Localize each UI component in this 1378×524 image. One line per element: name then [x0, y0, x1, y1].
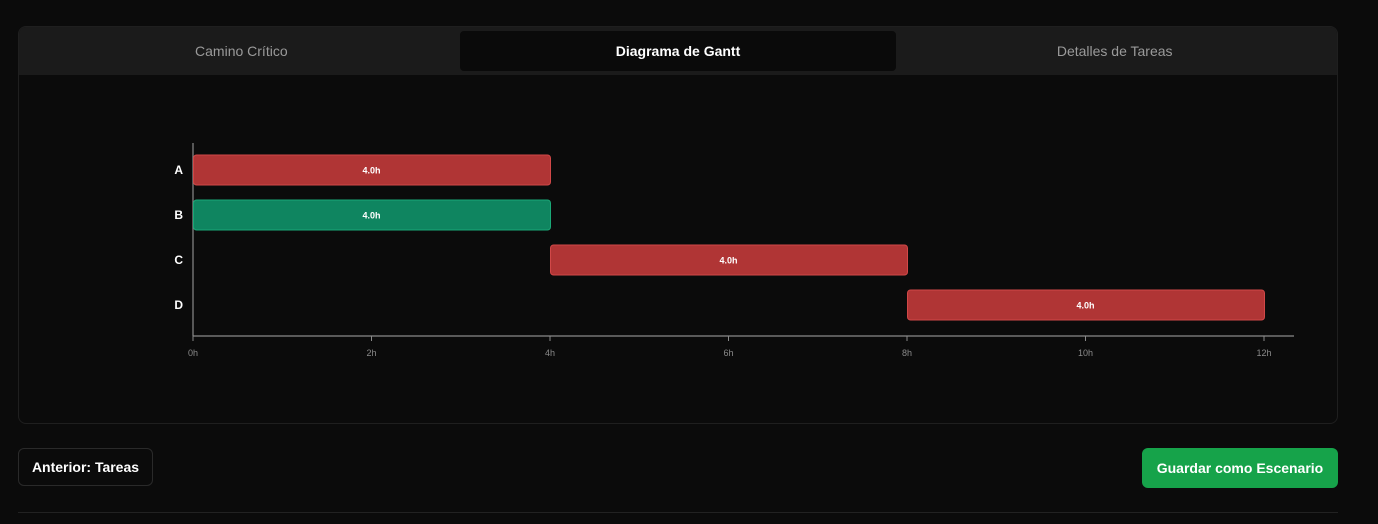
x-tick-label: 12h — [1256, 348, 1271, 358]
task-bar-label: 4.0h — [719, 256, 737, 266]
tab-gantt-diagram[interactable]: Diagrama de Gantt — [459, 31, 897, 71]
tab-critical-path[interactable]: Camino Crítico — [195, 43, 288, 59]
task-bar-label: 4.0h — [362, 211, 380, 221]
x-tick-label: 0h — [188, 348, 198, 358]
task-bar-label: 4.0h — [362, 166, 380, 176]
divider — [18, 512, 1338, 513]
task-bar — [193, 154, 551, 186]
x-tick-label: 2h — [366, 348, 376, 358]
task-bar — [907, 289, 1265, 321]
task-bar — [550, 244, 908, 276]
tab-bar: Camino Crítico Diagrama de Gantt Detalle… — [19, 27, 1337, 75]
task-label: A — [174, 163, 183, 177]
task-label: D — [174, 298, 183, 312]
gantt-card: Camino Crítico Diagrama de Gantt Detalle… — [18, 26, 1338, 424]
task-label: B — [174, 208, 183, 222]
save-scenario-button[interactable]: Guardar como Escenario — [1142, 448, 1338, 488]
gantt-chart: 0h 2h 4h 6h 8h 10h 12h A 4.0h B 4.0h C 4.0h D 4.0h — [174, 143, 1294, 358]
x-tick-label: 10h — [1078, 348, 1093, 358]
x-tick-label: 4h — [545, 348, 555, 358]
previous-tasks-button[interactable]: Anterior: Tareas — [18, 448, 153, 486]
x-tick-label: 6h — [723, 348, 733, 358]
task-bar-label: 4.0h — [1076, 301, 1094, 311]
task-bar — [193, 199, 551, 231]
tab-task-details[interactable]: Detalles de Tareas — [1056, 43, 1173, 59]
task-label: C — [174, 253, 183, 267]
x-tick-label: 8h — [902, 348, 912, 358]
